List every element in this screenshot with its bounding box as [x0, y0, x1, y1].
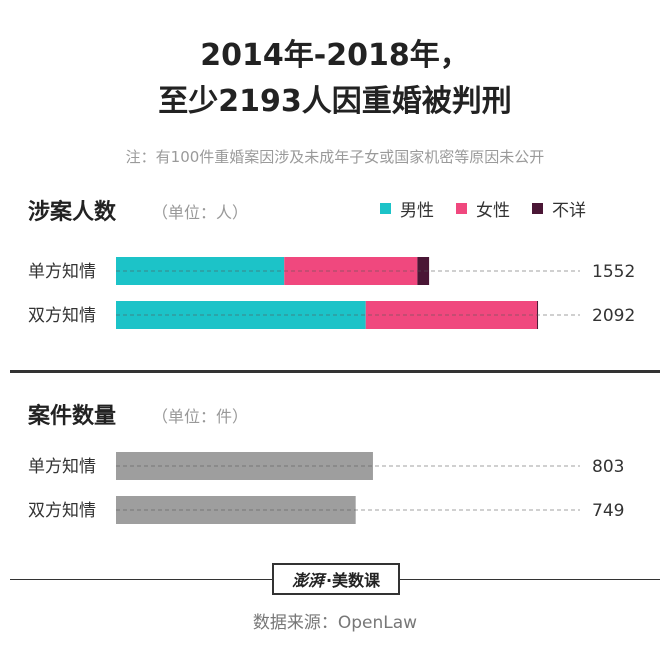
- publisher-logo: 澎湃 ·美数课: [272, 563, 400, 595]
- legend-swatch-female: [456, 202, 467, 214]
- logo-channel: ·美数课: [325, 571, 381, 590]
- bar-segment: [417, 257, 430, 285]
- category-label: 单方知情: [28, 457, 96, 477]
- bar-charts: 单方知情 1552 双方知情 2092 单方知情 803 双方知情 749: [28, 257, 635, 524]
- chart-title-line1: 2014年-2018年，: [200, 38, 470, 73]
- legend-label-unknown: 不详: [552, 200, 586, 221]
- section-unit-people: （单位：人）: [152, 203, 249, 222]
- legend-label-male: 男性: [400, 200, 434, 221]
- legend-item-unknown: 不详: [532, 196, 586, 221]
- value-label: 803: [592, 457, 624, 477]
- legend-item-male: 男性: [380, 196, 434, 221]
- category-label: 单方知情: [28, 262, 96, 282]
- footer-line-left: [10, 579, 272, 580]
- section-title-cases: 案件数量: [28, 404, 117, 429]
- footnote: 注：有100件重婚案因涉及未成年子女或国家机密等原因未公开: [125, 148, 545, 166]
- bar-segment: [116, 301, 366, 329]
- category-label: 双方知情: [28, 501, 96, 521]
- footer-line-right: [400, 579, 660, 580]
- value-label: 2092: [592, 306, 635, 326]
- section-title-people: 涉案人数: [28, 200, 117, 225]
- legend-item-female: 女性: [456, 196, 510, 221]
- legend-label-female: 女性: [476, 200, 510, 221]
- section-unit-cases: （单位：件）: [152, 407, 249, 426]
- chart-title-line2: 至少2193人因重婚被判刑: [158, 84, 512, 119]
- legend-swatch-male: [380, 202, 391, 214]
- category-label: 双方知情: [28, 306, 96, 326]
- logo-brand: 澎湃: [291, 571, 324, 590]
- data-source: 数据来源：OpenLaw: [252, 613, 418, 633]
- value-label: 1552: [592, 262, 635, 282]
- legend: 男性 女性 不详: [380, 196, 586, 221]
- section-divider: [10, 370, 660, 373]
- legend-swatch-unknown: [532, 202, 543, 214]
- value-label: 749: [592, 501, 624, 521]
